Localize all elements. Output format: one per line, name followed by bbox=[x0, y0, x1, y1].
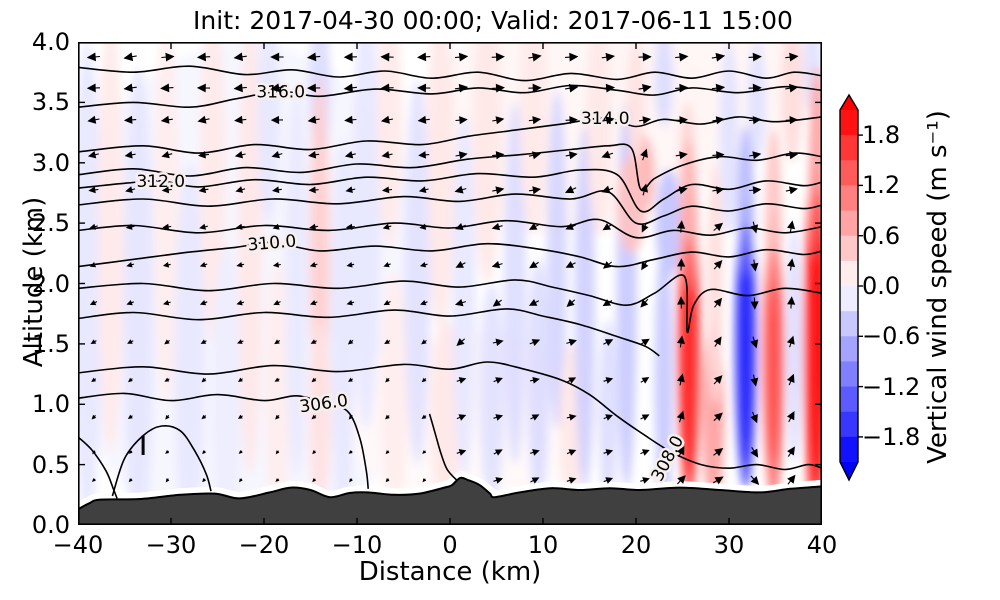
colorbar-tick-label: −0.6 bbox=[862, 322, 921, 351]
colorbar-tick-label: −1.8 bbox=[862, 422, 921, 451]
x-tick-label: 40 bbox=[806, 531, 838, 559]
contour-line-314 bbox=[78, 116, 822, 154]
contour-line bbox=[428, 413, 458, 482]
colorbar bbox=[839, 93, 863, 482]
x-tick-label: −20 bbox=[238, 531, 290, 559]
x-axis-label: Distance (km) bbox=[358, 557, 542, 587]
x-tick-label: 30 bbox=[713, 531, 745, 559]
colorbar-tick-label: 0.6 bbox=[862, 221, 901, 250]
y-tick-label: 1.0 bbox=[31, 390, 70, 419]
colorbar-outline bbox=[839, 93, 859, 482]
contour-line bbox=[111, 425, 212, 497]
contour-line bbox=[78, 436, 118, 499]
colorbar-label: Vertical wind speed (m s⁻¹) bbox=[923, 110, 953, 464]
contour-line bbox=[78, 190, 822, 225]
colorbar-tick-label: 1.8 bbox=[862, 121, 901, 150]
x-tick-label: 10 bbox=[527, 531, 559, 559]
x-tick-label: −10 bbox=[331, 531, 383, 559]
y-tick-label: 3.5 bbox=[31, 88, 70, 117]
contour-line bbox=[78, 65, 822, 82]
contour-label: 310.0 bbox=[247, 231, 297, 255]
plot-title: Init: 2017-04-30 00:00; Valid: 2017-06-1… bbox=[193, 6, 793, 35]
contour-line-306 bbox=[78, 392, 369, 489]
x-tick-label: −30 bbox=[145, 531, 197, 559]
y-tick-label: 0.5 bbox=[31, 450, 70, 479]
contour-label: 314.0 bbox=[581, 109, 630, 129]
terrain-surface-line bbox=[78, 476, 822, 511]
contour-line-316 bbox=[78, 84, 822, 109]
terrain bbox=[78, 477, 822, 525]
colorbar-tick-label: 1.2 bbox=[862, 171, 901, 200]
y-tick-label: 4.0 bbox=[31, 28, 70, 56]
contour-label: 316.0 bbox=[256, 83, 305, 103]
y-tick-label: 2.0 bbox=[31, 269, 70, 298]
contour-line-308 bbox=[78, 361, 822, 471]
colorbar-tick-label: −1.2 bbox=[862, 372, 921, 401]
x-tick-label: 20 bbox=[620, 531, 652, 559]
contour-line bbox=[78, 308, 660, 357]
contour-line bbox=[78, 274, 822, 334]
y-tick-label: 3.0 bbox=[31, 148, 70, 177]
colorbar-ticks bbox=[858, 134, 863, 438]
y-axis-label: Altitude (km) bbox=[19, 196, 49, 368]
contour-label: 312.0 bbox=[136, 172, 185, 192]
x-tick-label: 0 bbox=[442, 531, 458, 559]
y-tick-label: 2.5 bbox=[31, 209, 70, 238]
plot-border bbox=[78, 42, 822, 525]
contour-line-312 bbox=[78, 168, 822, 213]
wind-vectors bbox=[86, 52, 799, 486]
contour-line bbox=[78, 218, 822, 239]
contour-line-310 bbox=[78, 241, 822, 268]
colorbar-tick-label: 0.0 bbox=[862, 272, 901, 300]
x-tick-label: −40 bbox=[52, 531, 104, 559]
y-tick-label: 0.0 bbox=[31, 511, 70, 539]
theta-contours bbox=[78, 65, 822, 499]
y-tick-label: 1.5 bbox=[31, 329, 70, 358]
